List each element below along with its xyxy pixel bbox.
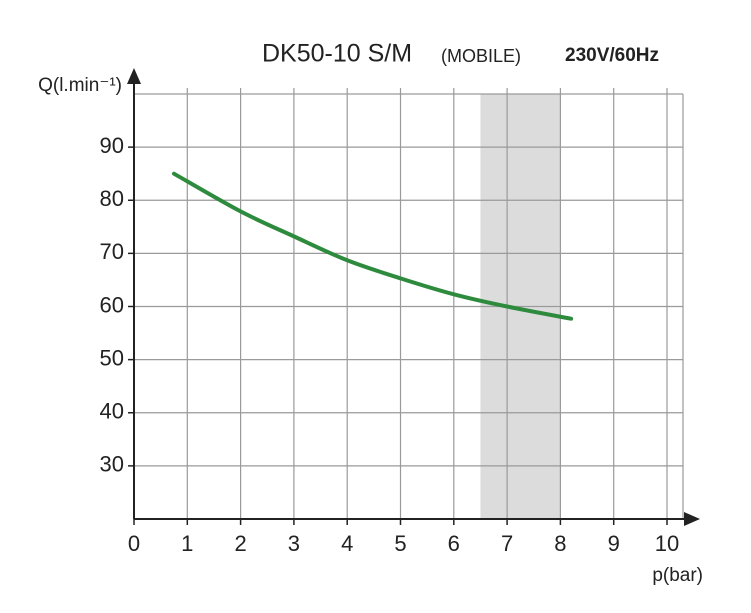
y-tick-label: 80 [100,186,124,211]
y-tick-label: 60 [100,292,124,317]
x-tick-label: 1 [181,531,193,556]
x-tick-label: 8 [554,531,566,556]
y-tick-label: 30 [100,452,124,477]
y-tick-label: 50 [100,345,124,370]
x-tick-label: 5 [394,531,406,556]
y-tick-label: 40 [100,399,124,424]
x-tick-label: 3 [288,531,300,556]
chart-title: DK50-10 S/M [262,40,412,68]
y-tick-label: 90 [100,133,124,158]
x-tick-label: 6 [448,531,460,556]
y-tick-label: 70 [100,239,124,264]
chart-subtitle: 230V/60Hz [565,45,659,66]
title-note: (MOBILE) [441,46,521,66]
x-tick-label: 2 [234,531,246,556]
x-tick-label: 7 [501,531,513,556]
x-tick-label: 0 [128,531,140,556]
flow-curve [171,171,574,321]
x-tick-label: 4 [341,531,353,556]
plot-area [134,88,683,519]
x-axis-arrow [684,512,700,526]
y-axis-label: Q(l.min⁻¹) [38,75,122,96]
x-tick-label: 10 [655,531,679,556]
y-axis-arrow [127,68,141,84]
x-axis-label: p(bar) [652,565,703,586]
x-tick-label: 9 [608,531,620,556]
